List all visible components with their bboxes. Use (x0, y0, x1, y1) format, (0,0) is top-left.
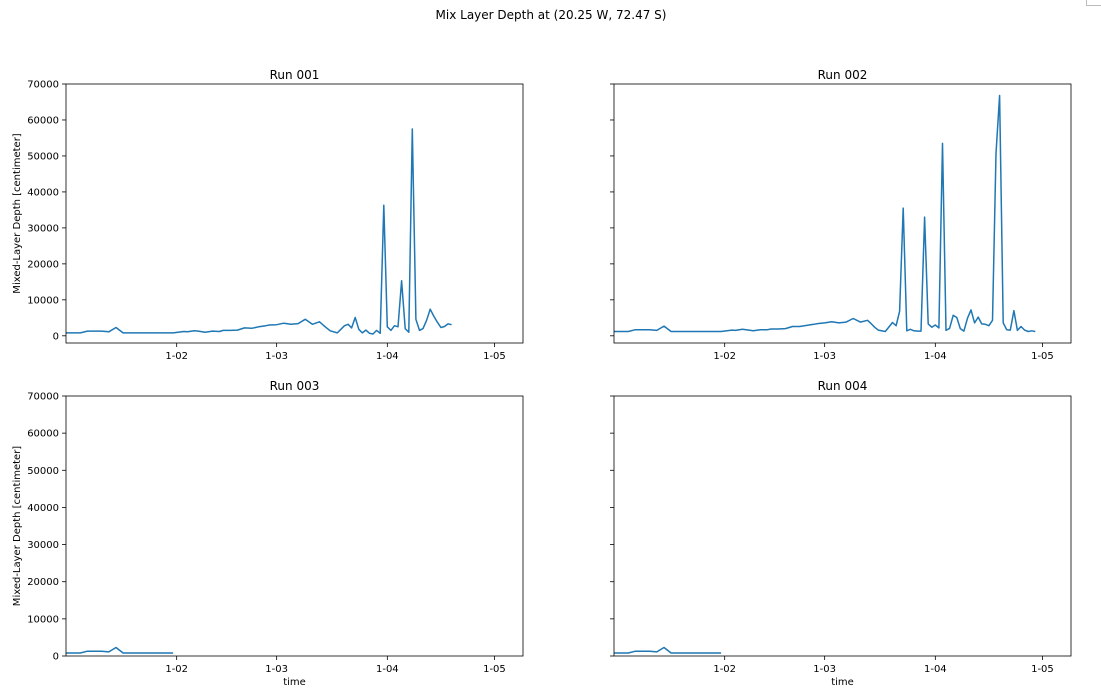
y-tick-label: 40000 (27, 503, 59, 514)
series-line (66, 128, 452, 335)
x-tick-label: 1-04 (376, 664, 399, 675)
y-axis-label: Mixed-Layer Depth [centimeter] (12, 446, 23, 606)
x-tick-label: 1-03 (265, 664, 288, 675)
y-tick-label: 60000 (27, 429, 59, 440)
y-axis-label: Mixed-Layer Depth [centimeter] (12, 133, 23, 293)
y-tick-label: 70000 (27, 80, 59, 91)
figure-corner-handle[interactable] (1086, 0, 1101, 6)
subplot-run-004: Run 004 1-02 1-03 1-04 1-05 time (610, 379, 1072, 688)
y-tick-label: 30000 (27, 223, 59, 234)
x-tick-label: 1-05 (1031, 351, 1054, 362)
subplot-title: Run 004 (818, 379, 868, 393)
x-axis-label: time (283, 677, 306, 688)
series-line (614, 94, 1036, 333)
x-tick-label: 1-04 (924, 351, 947, 362)
subplot-run-001: Run 001 0 10000 20000 30000 40000 50000 60000 7… (12, 68, 524, 362)
y-tick-label: 0 (53, 331, 59, 342)
x-axis-label: time (831, 677, 854, 688)
subplot-title: Run 002 (818, 68, 868, 82)
x-tick-label: 1-04 (376, 351, 399, 362)
figure-suptitle: Mix Layer Depth at (20.25 W, 72.47 S) (436, 8, 667, 22)
x-tick-label: 1-02 (713, 351, 736, 362)
x-tick-label: 1-02 (713, 664, 736, 675)
y-tick-label: 20000 (27, 259, 59, 270)
y-tick-label: 60000 (27, 115, 59, 126)
plot-frame (613, 83, 1072, 344)
y-tick-label: 50000 (27, 151, 59, 162)
y-tick-label: 40000 (27, 187, 59, 198)
series-line (614, 646, 722, 654)
y-tick-label: 20000 (27, 577, 59, 588)
y-tick-label: 10000 (27, 614, 59, 625)
x-tick-label: 1-04 (924, 664, 947, 675)
y-tick-label: 50000 (27, 466, 59, 477)
x-tick-label: 1-05 (483, 664, 506, 675)
x-tick-label: 1-05 (483, 351, 506, 362)
x-tick-label: 1-03 (813, 664, 836, 675)
subplot-title: Run 003 (270, 379, 320, 393)
x-tick-label: 1-02 (165, 351, 188, 362)
y-tick-label: 0 (53, 652, 59, 663)
subplot-title: Run 001 (270, 68, 320, 82)
plot-frame (65, 395, 524, 657)
plot-frame (613, 395, 1072, 657)
subplot-run-003: Run 003 0 10000 20000 30000 40000 50000 60000 7… (12, 379, 524, 688)
x-tick-label: 1-02 (165, 664, 188, 675)
y-tick-label: 10000 (27, 295, 59, 306)
plot-frame (65, 83, 524, 344)
y-tick-label: 30000 (27, 540, 59, 551)
x-tick-label: 1-03 (813, 351, 836, 362)
x-tick-label: 1-03 (265, 351, 288, 362)
y-tick-label: 70000 (27, 392, 59, 403)
x-tick-label: 1-05 (1031, 664, 1054, 675)
series-line (66, 646, 174, 654)
subplot-run-002: Run 002 1-02 1-03 1-04 1-05 (610, 68, 1072, 362)
